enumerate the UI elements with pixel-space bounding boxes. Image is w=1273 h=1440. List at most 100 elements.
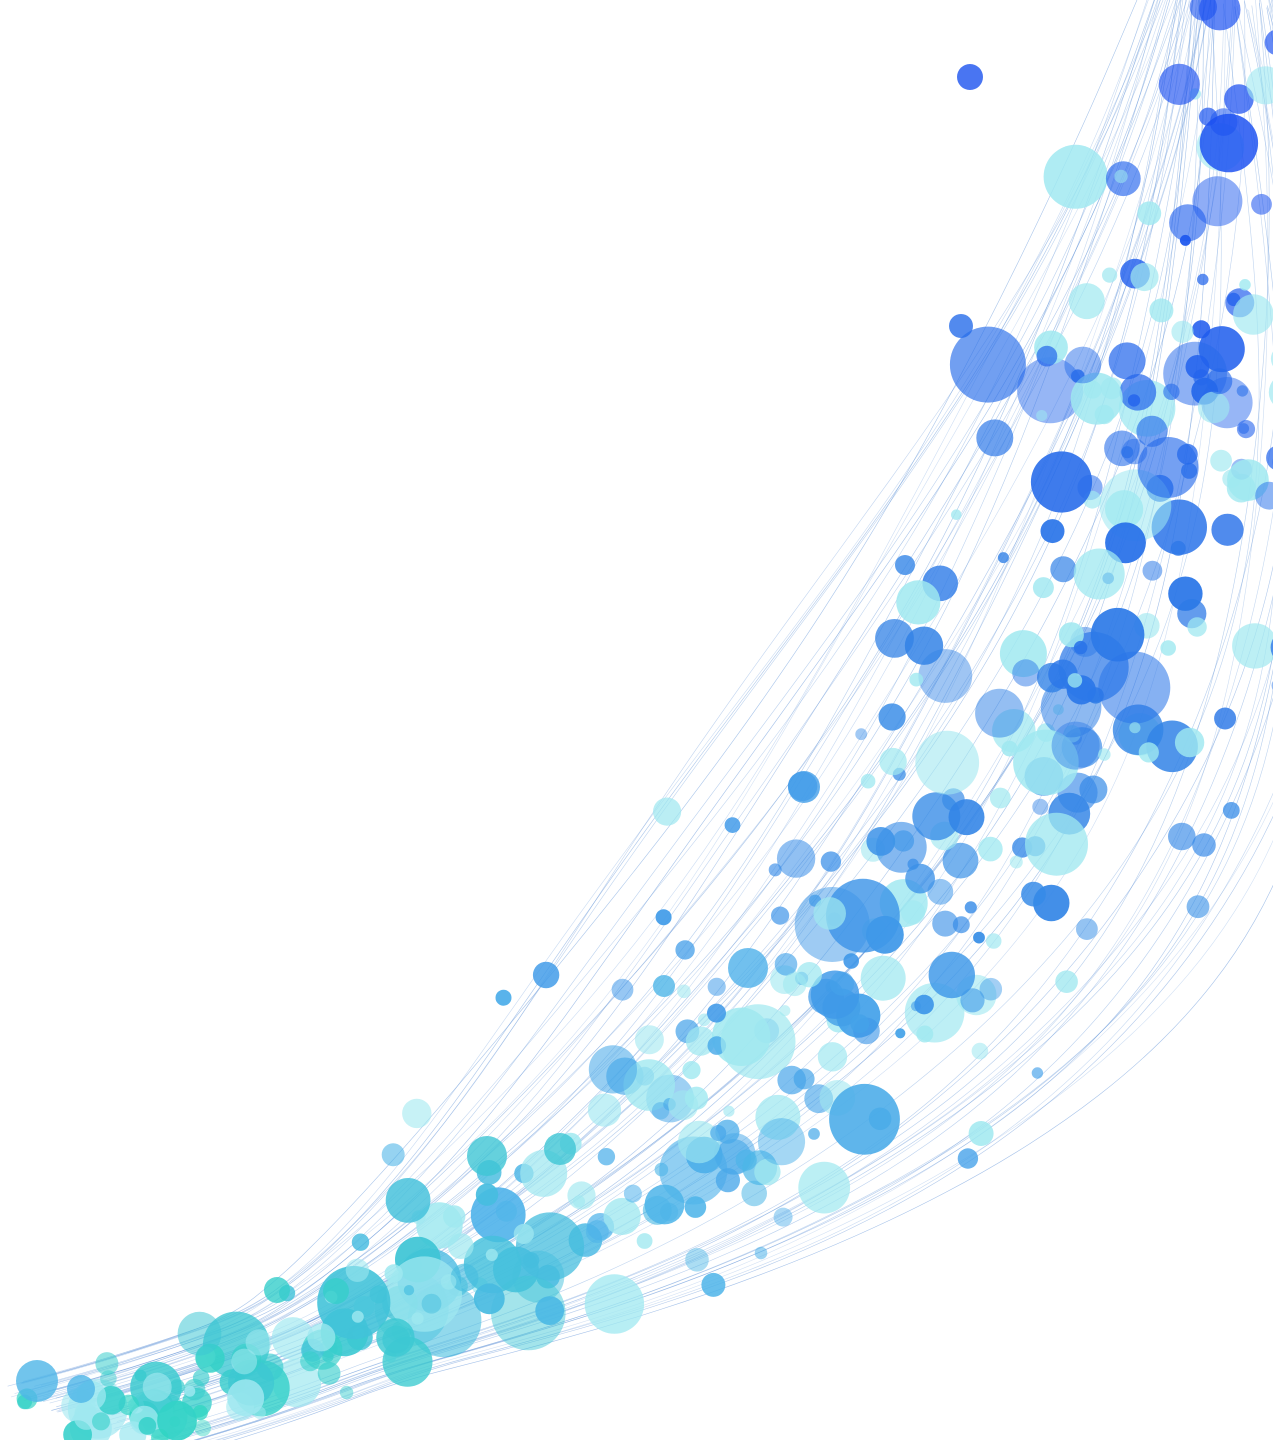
bubble [782, 972, 807, 997]
bubble [979, 977, 1003, 1001]
flow-line [167, 0, 1273, 1440]
bubble [1170, 540, 1186, 556]
flow-line [206, 9, 1273, 1440]
bubble [949, 326, 1026, 403]
bubble [447, 1233, 474, 1259]
bubble [788, 771, 820, 803]
bubble [771, 906, 790, 925]
bubble [1192, 176, 1243, 227]
bubble [535, 1296, 565, 1325]
bubble [307, 1323, 336, 1352]
bubble [660, 1202, 679, 1221]
bubble [495, 1200, 517, 1222]
bubble [892, 830, 915, 852]
bubble [932, 910, 959, 937]
bubble [952, 916, 970, 934]
bubble [100, 1370, 117, 1387]
bubble [1114, 169, 1128, 184]
bubble [1001, 740, 1018, 757]
bubble [774, 953, 798, 976]
bubble [904, 626, 944, 665]
bubble [866, 915, 904, 954]
bubble [960, 988, 985, 1013]
bubble [1174, 727, 1205, 758]
bubble [1130, 262, 1159, 292]
bubble [1197, 273, 1209, 286]
bubble [728, 948, 768, 988]
bubble [909, 672, 924, 687]
bubble [544, 1133, 576, 1165]
flow-line [11, 0, 1174, 1398]
bubble [1017, 357, 1084, 424]
bubble [495, 989, 512, 1006]
bubble [381, 1143, 405, 1167]
bubble [1199, 0, 1241, 31]
bubble [875, 619, 914, 658]
bubble [949, 314, 973, 338]
bubble [588, 1045, 638, 1094]
bubble [1251, 193, 1272, 215]
bubble [403, 1285, 415, 1296]
bubble [754, 1246, 768, 1260]
bubble [653, 975, 675, 997]
bubble [264, 1277, 290, 1303]
bubble [1009, 855, 1023, 869]
bubble [1040, 519, 1065, 544]
bubble [1210, 449, 1232, 472]
bubble [634, 1025, 664, 1055]
bubble [386, 1256, 462, 1332]
bubble [1032, 577, 1054, 599]
bubble [927, 878, 954, 905]
bubble [901, 900, 926, 925]
bubble [1266, 446, 1273, 470]
bubble [1073, 548, 1125, 600]
bubble [684, 1086, 709, 1110]
bubble [450, 1263, 479, 1292]
bubble [473, 1283, 505, 1315]
bubble [138, 1417, 157, 1435]
bubble [300, 1351, 321, 1372]
bubble [878, 703, 906, 731]
bubble [1236, 385, 1249, 397]
bubble [757, 1118, 806, 1166]
flow-line [7, 0, 1164, 1387]
bubble [1268, 380, 1273, 404]
bubble [1098, 651, 1171, 724]
bubble [1098, 748, 1111, 761]
bubble [1187, 617, 1207, 637]
bubble [1032, 798, 1049, 815]
bubble [976, 419, 1014, 457]
flow-line [195, 0, 1273, 1440]
flow-line [181, 7, 1273, 1438]
bubble [975, 688, 1024, 738]
bubble [142, 1372, 172, 1402]
bubble [623, 1184, 642, 1203]
bubble [491, 1275, 566, 1351]
bubble [1246, 66, 1273, 105]
bubble [1192, 320, 1211, 339]
bubble [1129, 722, 1141, 734]
bubble [777, 1065, 806, 1095]
bubble [1050, 556, 1077, 583]
bubble [1211, 513, 1244, 546]
bubble [1127, 394, 1141, 407]
bubble [345, 1258, 370, 1283]
bubble [1236, 420, 1256, 439]
bubble [611, 978, 634, 1001]
bubble [177, 1311, 222, 1356]
bubble [973, 931, 985, 944]
bubble [678, 1120, 721, 1164]
bubble [768, 863, 782, 877]
bubble [1138, 742, 1159, 763]
bubble [1264, 30, 1273, 55]
bubble [971, 1042, 989, 1060]
bubble [1270, 351, 1273, 367]
bubble [968, 1121, 994, 1146]
bubble [1186, 895, 1210, 919]
bubble [385, 1178, 431, 1223]
bubble [655, 909, 672, 926]
bubble [1137, 437, 1199, 498]
bubble [1142, 560, 1163, 581]
bubble [1051, 721, 1100, 770]
